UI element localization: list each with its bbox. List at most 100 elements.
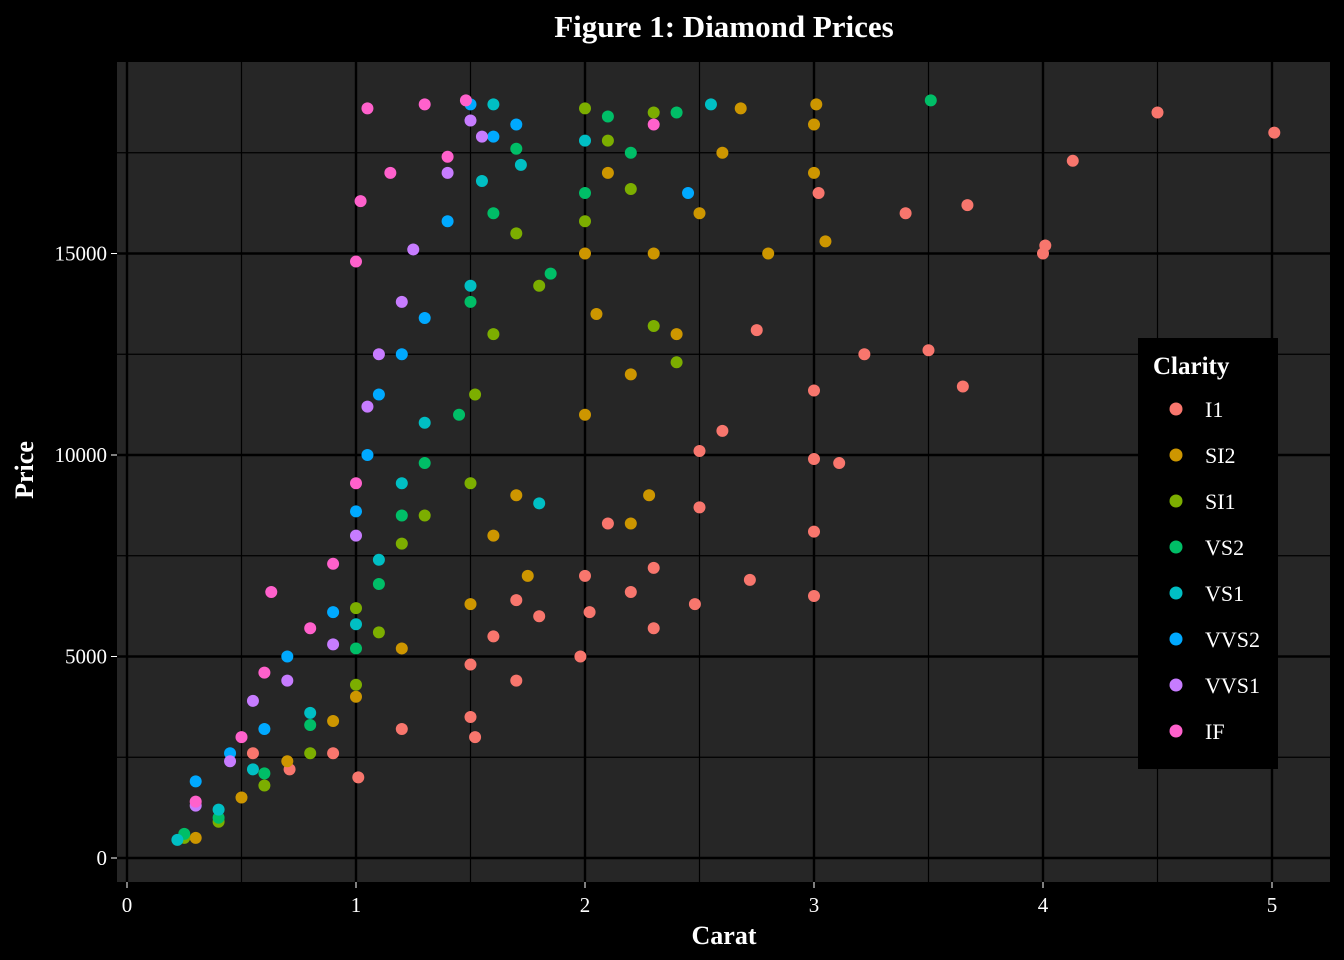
point-vvs1	[395, 295, 408, 308]
point-i1	[693, 501, 706, 514]
point-si2	[647, 247, 660, 260]
point-i1	[352, 771, 365, 784]
point-i1	[579, 569, 591, 582]
point-i1	[1066, 154, 1079, 167]
x-tick-label: 0	[122, 893, 133, 917]
point-si2	[395, 642, 408, 655]
point-si2	[601, 166, 614, 179]
point-if	[235, 731, 248, 744]
point-vvs1	[475, 130, 488, 143]
legend-items: I1 SI2 SI1 VS2 VS1 VVS2 VVS1 IF	[1169, 397, 1260, 744]
legend-label-i1: I1	[1205, 397, 1223, 422]
point-si1	[464, 477, 477, 490]
legend-key-vvs1	[1169, 678, 1183, 692]
x-tick-label: 4	[1038, 893, 1049, 917]
point-vvs2	[281, 650, 294, 663]
point-si2	[810, 98, 823, 111]
point-i1	[812, 187, 825, 200]
point-vvs2	[441, 215, 454, 228]
point-if	[354, 195, 367, 208]
point-if	[189, 795, 202, 808]
point-si1	[350, 678, 362, 691]
point-i1	[808, 384, 820, 397]
point-i1	[808, 525, 820, 538]
point-vvs2	[350, 505, 362, 518]
point-vs2	[372, 577, 385, 590]
point-i1	[395, 723, 408, 736]
point-si2	[762, 247, 775, 260]
point-vs1	[304, 706, 317, 719]
point-si1	[647, 320, 660, 333]
point-if	[327, 557, 340, 570]
point-vs1	[418, 416, 431, 429]
point-si1	[395, 537, 408, 550]
point-vvs1	[281, 674, 294, 687]
point-i1	[808, 453, 820, 466]
point-vvs1	[224, 755, 237, 768]
point-vvs1	[372, 348, 385, 361]
point-vvs1	[246, 694, 259, 707]
point-vvs2	[510, 118, 523, 131]
point-vs2	[624, 146, 637, 159]
data-points	[171, 94, 1281, 846]
point-if	[384, 166, 397, 179]
point-if	[361, 102, 374, 115]
legend: Clarity I1 SI2 SI1 VS2 VS1 VVS2 VVS1 IF	[1138, 338, 1278, 769]
point-vs1	[464, 279, 477, 292]
point-i1	[510, 594, 523, 607]
point-i1	[647, 561, 660, 574]
point-vs2	[670, 106, 683, 119]
grid-lines	[117, 62, 1330, 882]
point-i1	[583, 606, 596, 619]
x-tick-label: 2	[580, 893, 591, 917]
point-vvs1	[350, 529, 362, 542]
point-vs1	[475, 174, 488, 187]
point-si1	[624, 183, 637, 196]
y-tick-label: 0	[97, 846, 108, 870]
point-vs2	[510, 142, 523, 155]
point-if	[265, 586, 278, 599]
point-si1	[601, 134, 614, 147]
point-si2	[670, 328, 683, 341]
point-vs1	[171, 833, 184, 846]
point-i1	[743, 573, 756, 586]
point-i1	[1039, 239, 1052, 252]
point-vvs2	[395, 348, 408, 361]
point-si1	[350, 602, 362, 615]
point-vvs1	[361, 400, 374, 413]
point-vvs2	[682, 187, 695, 200]
point-i1	[574, 650, 587, 663]
point-si1	[670, 356, 683, 369]
point-vvs2	[361, 449, 374, 461]
series-vs1	[171, 98, 717, 846]
point-i1	[956, 380, 969, 393]
point-vvs1	[441, 166, 454, 179]
point-vs2	[258, 767, 271, 780]
point-i1	[1151, 106, 1164, 119]
point-si2	[327, 714, 340, 727]
point-i1	[533, 610, 546, 623]
point-si2	[579, 247, 591, 260]
point-vvs1	[464, 114, 477, 127]
point-i1	[922, 344, 935, 357]
point-si2	[281, 755, 294, 768]
point-vs1	[579, 134, 591, 147]
point-si2	[590, 307, 603, 320]
x-tick-label: 1	[351, 893, 362, 917]
point-i1	[246, 747, 259, 760]
point-si1	[418, 509, 431, 522]
point-si2	[643, 489, 656, 502]
series-if	[189, 94, 660, 808]
point-vs2	[453, 408, 466, 421]
point-vvs2	[487, 130, 500, 143]
point-vs2	[304, 719, 317, 732]
point-si2	[510, 489, 523, 502]
point-si2	[819, 235, 832, 248]
point-vs2	[579, 187, 591, 200]
legend-box	[1138, 338, 1278, 769]
point-i1	[487, 630, 500, 643]
x-tick-label: 3	[809, 893, 820, 917]
legend-label-vvs2: VVS2	[1205, 627, 1260, 652]
